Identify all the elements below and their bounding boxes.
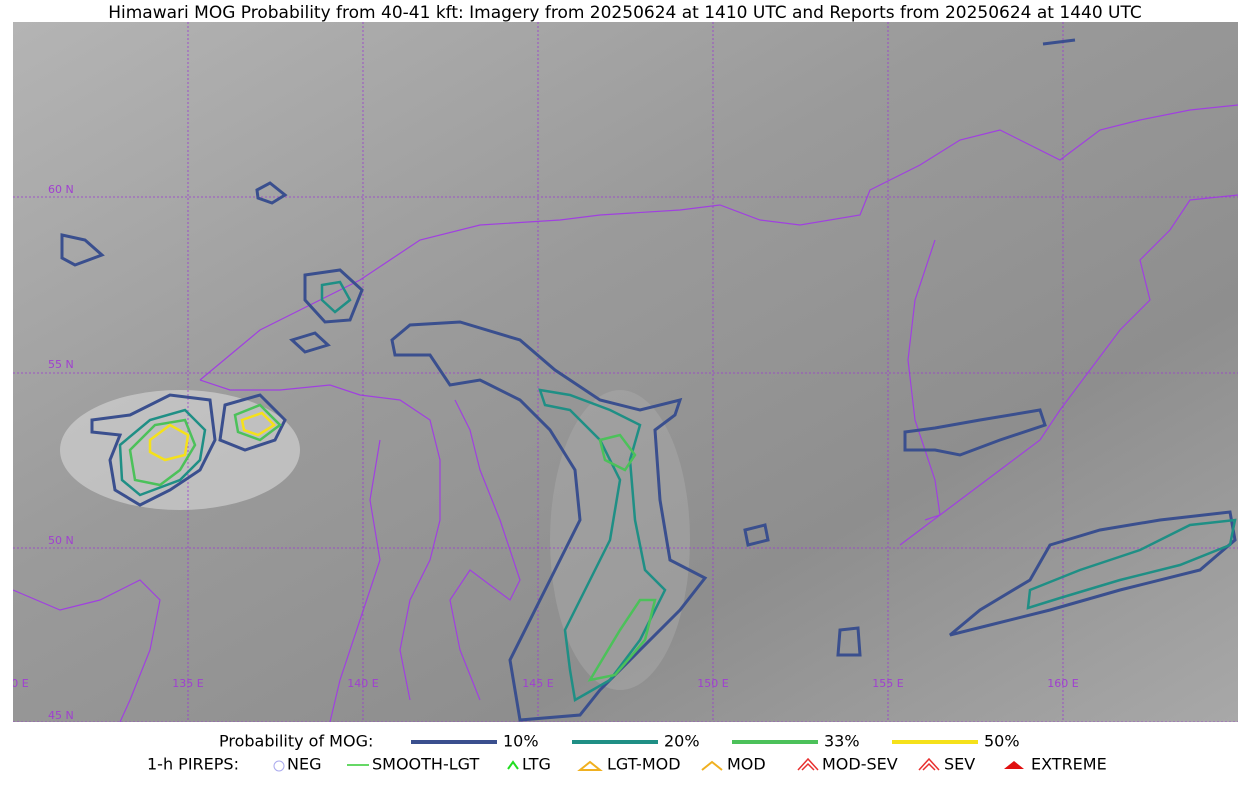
icon-sev [918, 757, 940, 771]
cloud [60, 390, 300, 510]
legend-label: 50% [984, 732, 1020, 751]
legend-title: Probability of MOG: [219, 732, 373, 751]
cloud [550, 390, 690, 690]
legend-label: MOD-SEV [822, 755, 898, 774]
lon-labels: 130 E 135 E 140 E 145 E 150 E 155 E 160 E [0, 677, 1079, 690]
lon-label: 150 E [697, 677, 728, 690]
contour-10 [903, 408, 1047, 457]
legend-title: 1-h PIREPS: [147, 755, 239, 774]
mog-contours [60, 38, 1237, 722]
contour-10 [743, 38, 1076, 657]
lon-label: 135 E [172, 677, 203, 690]
contour-50 [240, 411, 276, 437]
coastlines [13, 104, 1238, 722]
title: Himawari MOG Probability from 40-41 kft:… [108, 3, 1142, 23]
lat-label: 45 N [48, 709, 74, 722]
legend-label: LGT-MOD [607, 755, 681, 774]
legend-label: SEV [944, 755, 975, 774]
legend-label: 33% [824, 732, 860, 751]
contour-33 [587, 433, 657, 682]
legend-label: 10% [503, 732, 539, 751]
legend-label: MOD [727, 755, 766, 774]
contour-20 [118, 408, 207, 497]
contour-10 [255, 181, 288, 205]
lon-label: 140 E [347, 677, 378, 690]
icon-extreme [1004, 761, 1024, 769]
contour-20 [320, 280, 352, 314]
lat-labels: 60 N 55 N 50 N 45 N [48, 183, 74, 722]
contour-33 [128, 418, 197, 487]
map: 60 N 55 N 50 N 45 N 130 E 135 E 140 E 145 E 150… [0, 22, 1238, 722]
grid [13, 22, 1238, 722]
icon-mod-sev [797, 757, 819, 771]
lon-label: 155 E [872, 677, 903, 690]
lat-label: 55 N [48, 358, 74, 371]
lat-label: 60 N [48, 183, 74, 196]
contour-33 [233, 403, 282, 442]
lat-label: 50 N [48, 534, 74, 547]
contour-20 [1026, 518, 1237, 610]
contour-10 [303, 268, 364, 324]
lon-label: 130 E [0, 677, 29, 690]
icon-lgt-mod [577, 760, 603, 771]
contour-10 [60, 233, 105, 267]
lon-label: 145 E [522, 677, 553, 690]
legend-label: 20% [664, 732, 700, 751]
contour-20 [538, 388, 667, 702]
lon-label: 160 E [1047, 677, 1078, 690]
legend-label: SMOOTH-LGT [372, 755, 479, 774]
icon-mod [701, 760, 723, 771]
contour-10 [90, 393, 217, 507]
contour-50 [148, 423, 190, 462]
legend-label: LTG [522, 755, 551, 774]
contour-10 [949, 510, 1237, 637]
contour-10 [218, 393, 287, 452]
icon-ltg [507, 760, 519, 770]
legend: Probability of MOG: 10% 20% 33% 50% 1-h … [147, 732, 1107, 774]
icon-neg [273, 760, 285, 772]
legend-label: NEG [287, 755, 321, 774]
contour-10 [289, 331, 331, 354]
legend-label: EXTREME [1031, 755, 1107, 774]
